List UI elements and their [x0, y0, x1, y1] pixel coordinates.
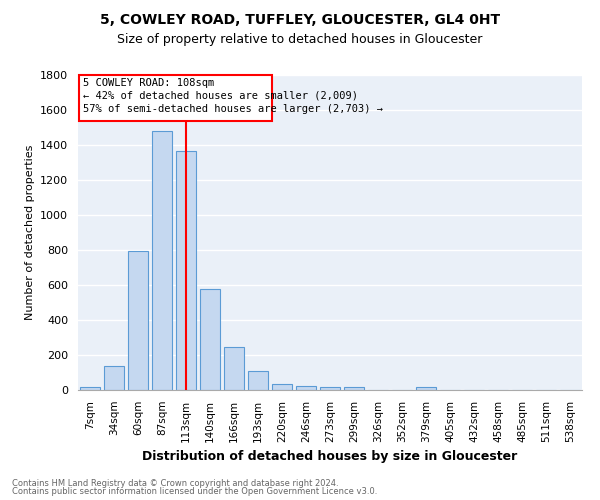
Bar — [104, 366, 124, 390]
Bar — [344, 388, 364, 390]
Text: Contains HM Land Registry data © Crown copyright and database right 2024.: Contains HM Land Registry data © Crown c… — [12, 478, 338, 488]
Bar — [200, 290, 220, 390]
Bar — [128, 251, 148, 390]
Text: Size of property relative to detached houses in Gloucester: Size of property relative to detached ho… — [118, 32, 482, 46]
FancyBboxPatch shape — [79, 75, 272, 122]
Bar — [248, 371, 268, 390]
Text: 57% of semi-detached houses are larger (2,703) →: 57% of semi-detached houses are larger (… — [83, 104, 383, 114]
Bar — [416, 387, 436, 390]
Bar — [272, 384, 292, 390]
Text: Contains public sector information licensed under the Open Government Licence v3: Contains public sector information licen… — [12, 487, 377, 496]
Bar — [296, 386, 316, 390]
Bar — [224, 347, 244, 390]
Bar — [152, 131, 172, 390]
Text: 5, COWLEY ROAD, TUFFLEY, GLOUCESTER, GL4 0HT: 5, COWLEY ROAD, TUFFLEY, GLOUCESTER, GL4… — [100, 12, 500, 26]
Bar — [176, 151, 196, 390]
X-axis label: Distribution of detached houses by size in Gloucester: Distribution of detached houses by size … — [142, 450, 518, 463]
Bar — [320, 388, 340, 390]
Text: 5 COWLEY ROAD: 108sqm: 5 COWLEY ROAD: 108sqm — [83, 78, 214, 88]
Text: ← 42% of detached houses are smaller (2,009): ← 42% of detached houses are smaller (2,… — [83, 91, 358, 101]
Bar — [80, 387, 100, 390]
Y-axis label: Number of detached properties: Number of detached properties — [25, 145, 35, 320]
